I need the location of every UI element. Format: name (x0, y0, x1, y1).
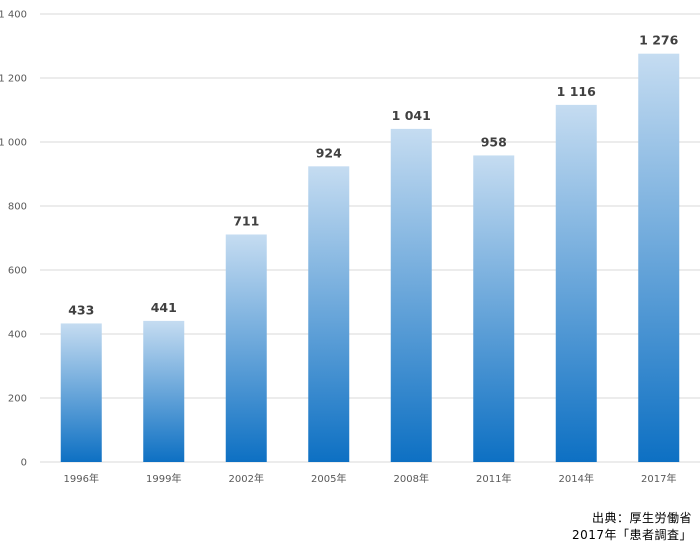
data-label: 958 (481, 134, 507, 149)
y-axis-tick-labels: 0 200 400 600 800 1 000 1 200 1 400 (0, 10, 27, 469)
x-tick-label: 2017年 (641, 472, 676, 485)
bar (143, 320, 185, 462)
data-label: 924 (316, 145, 342, 160)
source-note: 出典：厚生労働省 2017年「患者調査」 (572, 510, 692, 544)
gridlines (40, 13, 700, 463)
y-tick-label: 0 (21, 458, 27, 469)
bar (225, 234, 267, 462)
bars (60, 53, 680, 463)
bar (638, 53, 680, 463)
y-tick-label: 200 (8, 394, 27, 405)
x-tick-label: 1999年 (146, 472, 181, 485)
bar (473, 155, 515, 462)
y-tick-label: 400 (8, 330, 27, 341)
x-tick-label: 1996年 (64, 472, 99, 485)
x-tick-label: 2008年 (394, 472, 429, 485)
x-tick-label: 2014年 (559, 472, 594, 485)
y-tick-label: 1 400 (0, 10, 27, 21)
y-tick-label: 600 (8, 266, 27, 277)
bar (555, 104, 597, 462)
x-axis-tick-labels: 1996年 1999年 2002年 2005年 2008年 2011年 2014年 2017年 (64, 472, 677, 485)
bar-chart: 0 200 400 600 800 1 000 1 200 1 400 433 441 711 92… (0, 10, 700, 485)
y-tick-label: 1 200 (0, 74, 27, 85)
x-tick-label: 2011年 (476, 472, 511, 485)
data-label: 433 (68, 302, 94, 317)
bar (308, 166, 350, 462)
source-line-2: 2017年「患者調査」 (571, 528, 692, 542)
data-label: 441 (151, 300, 177, 315)
y-tick-label: 800 (8, 202, 27, 213)
data-label: 711 (233, 213, 259, 228)
x-tick-label: 2005年 (311, 472, 346, 485)
value-labels: 433 441 711 924 1 041 958 1 116 1 276 (68, 33, 678, 318)
x-tick-label: 2002年 (229, 472, 264, 485)
source-line-1: 出典：厚生労働省 (591, 511, 692, 525)
bar (390, 128, 432, 462)
data-label: 1 276 (639, 33, 678, 48)
bar (60, 323, 102, 462)
data-label: 1 041 (392, 108, 431, 123)
y-tick-label: 1 000 (0, 138, 27, 149)
data-label: 1 116 (557, 84, 596, 99)
